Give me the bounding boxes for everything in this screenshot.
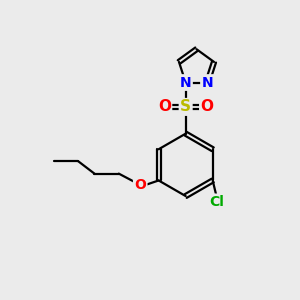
- Text: N: N: [202, 76, 213, 89]
- Text: S: S: [180, 99, 191, 114]
- Text: N: N: [180, 76, 191, 89]
- Text: O: O: [134, 178, 146, 192]
- Text: O: O: [158, 99, 171, 114]
- Text: Cl: Cl: [209, 195, 224, 209]
- Text: O: O: [201, 99, 214, 114]
